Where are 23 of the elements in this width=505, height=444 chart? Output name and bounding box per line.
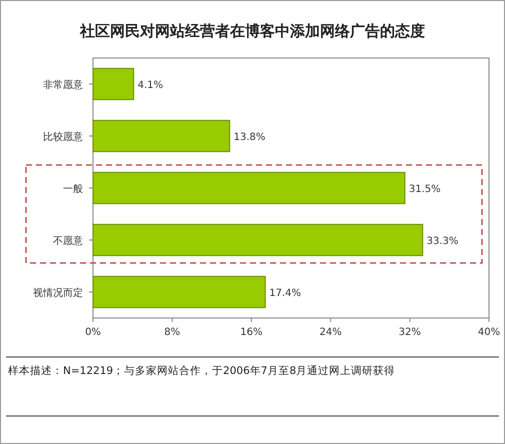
bar (92, 120, 230, 152)
chart-title: 社区网民对网站经营者在博客中添加网络广告的态度 (79, 22, 425, 40)
y-tick-label: 非常愿意 (43, 79, 83, 91)
x-tick-label: 40% (478, 327, 500, 338)
y-tick-label: 比较愿意 (43, 131, 83, 143)
data-label: 33.3% (426, 236, 458, 247)
y-tick-label: 一般 (63, 184, 83, 195)
bar (92, 172, 406, 204)
x-tick-label: 16% (240, 327, 263, 338)
x-tick-label: 8% (164, 327, 180, 338)
x-tick-label: 32% (398, 327, 421, 338)
text: 样本描述：N=12219；与多家网站合作，于2006年7月至8月通过网上调研获得 (8, 364, 396, 377)
bar (92, 68, 134, 100)
data-label: 31.5% (408, 184, 441, 195)
y-tick-label: 不愿意 (53, 235, 83, 247)
bar (92, 276, 266, 308)
y-tick-label: 视情况而定 (33, 287, 83, 299)
data-label: 4.1% (138, 80, 163, 91)
data-label: 17.4% (269, 288, 302, 299)
x-tick-label: 24% (319, 327, 342, 338)
bar (92, 224, 424, 256)
data-label: 13.8% (234, 132, 266, 143)
x-tick-label: 0% (85, 327, 101, 338)
